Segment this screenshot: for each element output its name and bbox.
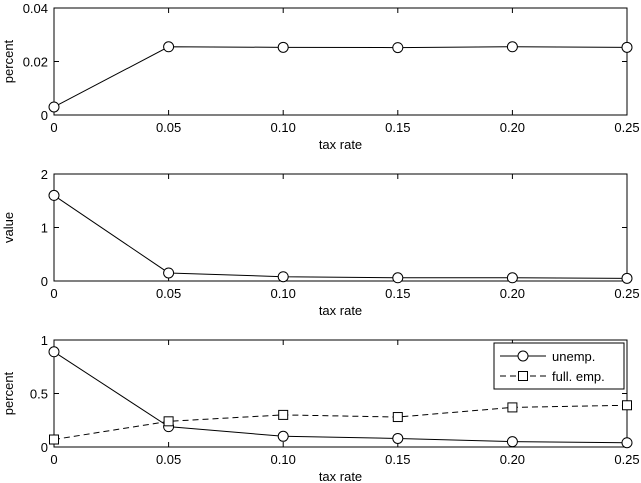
x-axis-label: tax rate (319, 469, 362, 483)
x-tick-label: 0.15 (385, 120, 410, 135)
series-line (53, 46, 628, 108)
data-point-marker (48, 189, 60, 201)
y-tick-label: 2 (41, 167, 48, 182)
y-tick-label: 0.5 (30, 387, 48, 402)
data-point-marker (621, 272, 633, 284)
data-point-marker (621, 437, 633, 449)
data-point-marker (392, 432, 404, 444)
x-tick-label: 0 (50, 286, 57, 301)
legend-label: full. emp. (552, 369, 605, 384)
data-point-marker (392, 272, 404, 284)
y-tick-label: 0.02 (23, 55, 48, 70)
data-point-marker (622, 400, 632, 411)
y-axis-label: percent (1, 39, 16, 83)
data-point-marker (278, 409, 289, 420)
data-point-marker (507, 402, 518, 413)
series-line (53, 404, 628, 441)
data-point-marker (163, 267, 175, 279)
data-point-marker (48, 101, 60, 113)
data-point-marker (506, 272, 518, 284)
x-tick-label: 0.10 (271, 452, 296, 467)
data-point-marker (49, 434, 59, 445)
x-tick-label: 0.10 (271, 286, 296, 301)
series-1 (48, 189, 633, 284)
x-axis-label: tax rate (319, 137, 362, 152)
x-tick-label: 0.25 (614, 452, 639, 467)
chart-panel-3: 0 0.05 0.10 0.15 0.20 0.25 0 0.5 1 tax rate percen… (1, 333, 640, 483)
x-tick-label: 0.25 (614, 286, 639, 301)
data-point-marker (506, 41, 518, 53)
x-tick-label: 0.15 (385, 286, 410, 301)
y-tick-label: 1 (41, 221, 48, 236)
y-tick-label: 0.04 (23, 1, 48, 16)
series-full-emp (49, 400, 632, 445)
x-tick-label: 0.05 (156, 120, 181, 135)
y-tick-label: 0 (41, 108, 48, 123)
data-point-marker (163, 41, 175, 53)
x-tick-label: 0 (50, 120, 57, 135)
x-tick-label: 0 (50, 452, 57, 467)
data-point-marker (277, 271, 289, 283)
y-axis-label: percent (1, 371, 16, 415)
y-tick-label: 0 (41, 274, 48, 289)
legend-marker (517, 350, 529, 362)
series-1 (48, 41, 633, 113)
legend-box (493, 342, 625, 390)
chart-panel-2: 0 0.05 0.10 0.15 0.20 0.25 0 1 2 tax rate value (1, 167, 640, 318)
plot-frame (53, 173, 628, 282)
legend-marker (518, 371, 528, 381)
x-tick-label: 0.20 (500, 120, 525, 135)
data-point-marker (163, 416, 174, 427)
x-tick-label: 0.15 (385, 452, 410, 467)
y-tick-label: 1 (41, 333, 48, 348)
data-point-marker (48, 346, 60, 358)
data-point-marker (392, 412, 403, 423)
data-point-marker (621, 41, 633, 53)
x-axis-label: tax rate (319, 303, 362, 318)
data-point-marker (277, 41, 289, 53)
data-point-marker (277, 430, 289, 442)
x-tick-label: 0.05 (156, 452, 181, 467)
x-tick-label: 0.10 (271, 120, 296, 135)
x-tick-label: 0.05 (156, 286, 181, 301)
series-line (53, 351, 628, 444)
series-line (53, 194, 628, 279)
data-point-marker (392, 42, 404, 54)
y-axis-label: value (1, 212, 16, 243)
legend-label: unemp. (552, 349, 595, 364)
data-point-marker (506, 436, 518, 448)
legend: unemp. full. emp. (493, 342, 625, 390)
x-tick-label: 0.20 (500, 286, 525, 301)
x-tick-label: 0.25 (614, 120, 639, 135)
chart-panel-1: 0 0.05 0.10 0.15 0.20 0.25 0 0.02 0.04 tax rate pe… (1, 1, 640, 152)
y-tick-label: 0 (41, 440, 48, 455)
x-tick-label: 0.20 (500, 452, 525, 467)
